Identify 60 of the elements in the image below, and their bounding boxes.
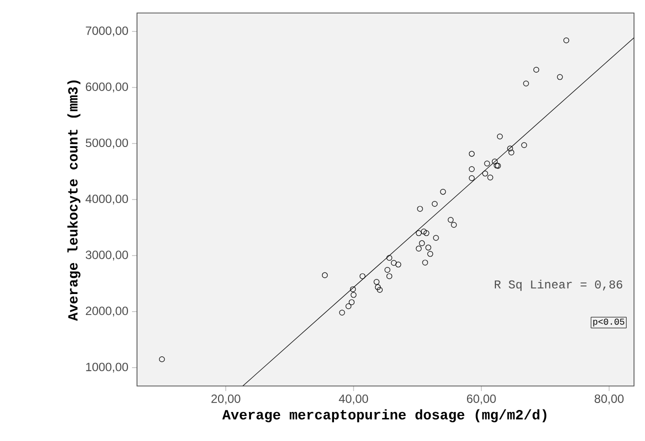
point bbox=[424, 230, 430, 236]
x-tick-label: 40,00 bbox=[338, 394, 368, 404]
point bbox=[521, 142, 528, 148]
point bbox=[386, 273, 392, 280]
point bbox=[507, 146, 513, 152]
point bbox=[468, 166, 475, 172]
point bbox=[508, 150, 514, 156]
x-tick-label: 20,00 bbox=[211, 394, 240, 404]
point bbox=[417, 206, 423, 212]
point bbox=[448, 216, 454, 223]
point bbox=[468, 175, 475, 182]
point bbox=[386, 254, 392, 261]
point bbox=[346, 303, 352, 310]
annotation: p<0.05 bbox=[593, 318, 624, 327]
point bbox=[339, 310, 345, 316]
point bbox=[468, 150, 475, 157]
point bbox=[390, 260, 397, 266]
point bbox=[360, 273, 366, 280]
point bbox=[533, 66, 540, 73]
y-tick-label: 2000,00 bbox=[86, 306, 128, 317]
point bbox=[496, 134, 503, 140]
x-axis-title: Average mercaptopurine dosage (mg/m2/d) bbox=[222, 409, 546, 422]
y-tick-label: 4000,00 bbox=[86, 194, 128, 204]
point bbox=[416, 246, 422, 252]
point bbox=[420, 228, 427, 234]
point bbox=[427, 251, 434, 257]
point bbox=[374, 284, 381, 290]
point bbox=[440, 188, 446, 195]
point bbox=[487, 174, 494, 180]
point bbox=[384, 266, 390, 273]
y-tick-label: 3000,00 bbox=[86, 250, 128, 261]
y-axis-title: Average leukocyte count (mm3) bbox=[67, 80, 80, 321]
point bbox=[422, 260, 428, 266]
y-tick-label: 7000,00 bbox=[86, 26, 128, 36]
y-tick-label: 5000,00 bbox=[86, 138, 128, 148]
point bbox=[450, 222, 457, 228]
point bbox=[159, 356, 165, 362]
point bbox=[482, 170, 488, 176]
point bbox=[492, 158, 498, 164]
point bbox=[425, 244, 432, 250]
y-tick-label: 1000,00 bbox=[86, 362, 128, 373]
point bbox=[484, 160, 490, 166]
point bbox=[350, 286, 356, 292]
point bbox=[350, 292, 356, 298]
point bbox=[563, 37, 570, 44]
point bbox=[374, 279, 380, 285]
point bbox=[322, 272, 328, 278]
point bbox=[348, 299, 355, 306]
point bbox=[557, 74, 563, 80]
x-tick-label: 80,00 bbox=[594, 394, 624, 404]
point bbox=[432, 200, 438, 207]
point bbox=[433, 234, 439, 241]
point bbox=[395, 262, 402, 268]
annotation: R Sq Linear = 0,86 bbox=[494, 280, 622, 291]
point bbox=[419, 240, 425, 246]
point bbox=[416, 230, 422, 236]
y-tick-label: 6000,00 bbox=[86, 82, 128, 92]
x-tick-label: 60,00 bbox=[466, 394, 496, 404]
point bbox=[523, 80, 529, 86]
point bbox=[376, 286, 383, 293]
